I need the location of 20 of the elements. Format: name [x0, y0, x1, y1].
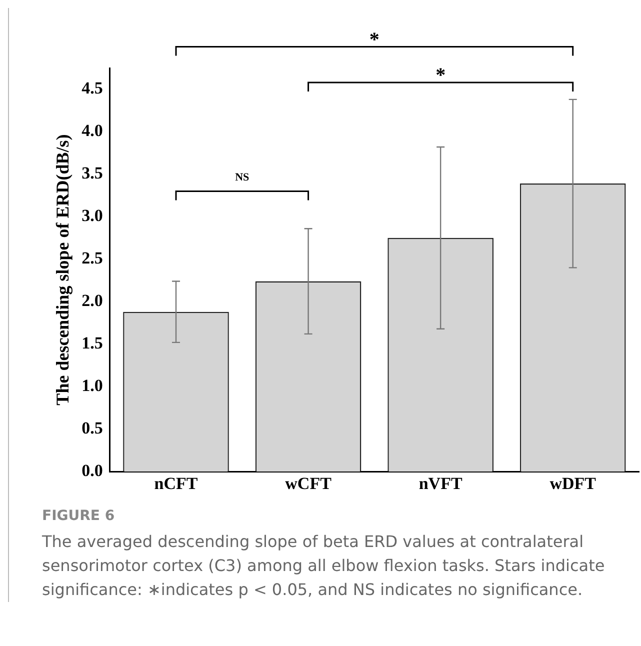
y-tick-label: 3.0 — [82, 206, 103, 226]
y-tick-label: 0.5 — [82, 418, 103, 438]
y-tick-label: 2.0 — [82, 291, 103, 310]
x-tick-label: wDFT — [550, 474, 597, 494]
annotation: NS — [235, 172, 250, 184]
y-tick-label: 2.5 — [82, 248, 103, 268]
x-tick-label: wCFT — [285, 474, 332, 494]
y-tick-label: 1.0 — [82, 376, 103, 396]
y-tick-label: 0.0 — [82, 460, 103, 480]
caption: FIGURE 6 — [42, 508, 116, 524]
y-tick-label: 4.0 — [82, 121, 103, 140]
y-axis-title: The descending slope of ERD(dB/s) — [52, 134, 72, 406]
y-tick-label: 3.5 — [82, 164, 103, 183]
y-tick-label: 1.5 — [82, 334, 103, 353]
text: The averaged descending slope of beta ERD values at contralateral sensorimotor cortex (C3) among all elbow flexion tasks. Stars indicate significance: ∗indicates p < 0.05, and NS indicates no significance. — [42, 531, 606, 601]
annotation: * — [436, 64, 446, 87]
text: * — [369, 28, 380, 51]
x-tick-label: nVFT — [418, 474, 463, 494]
y-tick-label: 4.5 — [82, 78, 103, 98]
x-tick-label: nCFT — [154, 474, 198, 494]
